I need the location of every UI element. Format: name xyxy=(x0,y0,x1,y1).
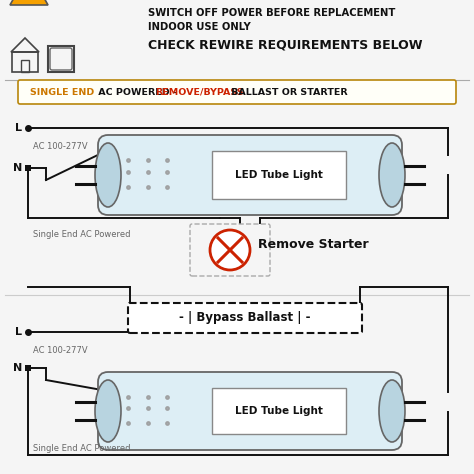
Circle shape xyxy=(210,230,250,270)
Text: AC 100-277V: AC 100-277V xyxy=(33,346,88,355)
FancyBboxPatch shape xyxy=(128,303,362,333)
Bar xyxy=(25,365,31,371)
Text: Single End AC Powered: Single End AC Powered xyxy=(33,230,130,239)
Ellipse shape xyxy=(379,143,405,207)
Text: SWITCH OFF POWER BEFORE REPLACEMENT: SWITCH OFF POWER BEFORE REPLACEMENT xyxy=(148,8,395,18)
FancyBboxPatch shape xyxy=(18,80,456,104)
Text: Single End AC Powered: Single End AC Powered xyxy=(33,444,130,453)
Text: N: N xyxy=(13,163,22,173)
Text: L: L xyxy=(15,123,22,133)
FancyBboxPatch shape xyxy=(98,135,402,215)
Ellipse shape xyxy=(95,380,121,442)
Bar xyxy=(12,52,38,72)
Text: AC POWERED -: AC POWERED - xyxy=(95,88,180,97)
Text: LED Tube Light: LED Tube Light xyxy=(235,406,323,416)
Text: Remove Starter: Remove Starter xyxy=(258,237,369,250)
Bar xyxy=(211,151,346,199)
Text: REMOVE/BYPASS: REMOVE/BYPASS xyxy=(155,88,244,97)
Text: L: L xyxy=(15,327,22,337)
FancyBboxPatch shape xyxy=(190,224,270,276)
Text: N: N xyxy=(13,363,22,373)
Text: - | Bypass Ballast | -: - | Bypass Ballast | - xyxy=(179,311,311,325)
Bar xyxy=(211,388,346,434)
Ellipse shape xyxy=(379,380,405,442)
Ellipse shape xyxy=(95,143,121,207)
Text: CHECK REWIRE REQUIREMENTS BELOW: CHECK REWIRE REQUIREMENTS BELOW xyxy=(148,38,422,51)
Text: AC 100-277V: AC 100-277V xyxy=(33,142,88,151)
Text: !: ! xyxy=(26,0,32,2)
Bar xyxy=(25,165,31,171)
Polygon shape xyxy=(10,0,48,5)
Text: SINGLE END: SINGLE END xyxy=(30,88,94,97)
Text: LED Tube Light: LED Tube Light xyxy=(235,170,323,180)
FancyBboxPatch shape xyxy=(98,372,402,450)
Bar xyxy=(48,46,74,72)
Text: BALLAST OR STARTER: BALLAST OR STARTER xyxy=(228,88,347,97)
Text: INDOOR USE ONLY: INDOOR USE ONLY xyxy=(148,22,251,32)
Bar xyxy=(21,60,29,72)
